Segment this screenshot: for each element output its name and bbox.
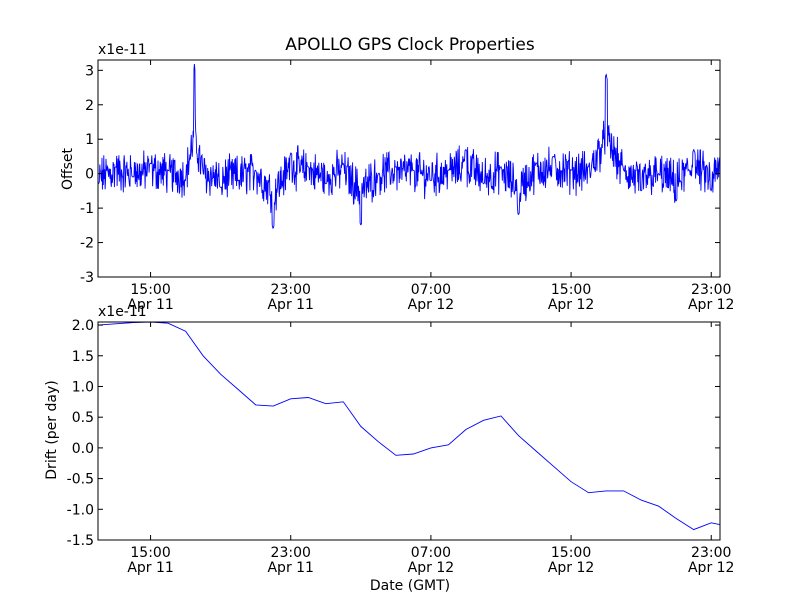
drift-x-tick-label-date: Apr 12 [408,560,454,576]
offset-y-tick-label: 3 [85,63,94,79]
drift-x-tick-label-time: 15:00 [551,545,591,561]
offset-y-tick-label: 1 [85,132,94,148]
offset-x-tick-label-date: Apr 11 [267,297,313,313]
offset-series-line [98,63,720,230]
offset-y-tick-label: -3 [80,270,94,286]
offset-y-tick-label: 0 [85,167,94,183]
drift-axes-frame [97,321,721,541]
drift-y-axis-label: Drift (per day) [44,380,60,479]
drift-x-tick-label-time: 15:00 [130,545,170,561]
offset-y-multiplier: x1e-11 [98,42,147,58]
offset-x-tick-label-time: 15:00 [130,282,170,298]
drift-x-tick-label-time: 23:00 [271,545,311,561]
drift-x-axis-label: Date (GMT) [370,578,450,594]
offset-axes-frame [97,59,721,278]
drift-y-tick-label: 0.5 [72,410,94,426]
drift-x-tick-label-date: Apr 12 [688,560,734,576]
offset-x-tick-label-date: Apr 12 [408,297,454,313]
drift-x-tick-label-date: Apr 11 [127,560,173,576]
drift-series-line [98,322,720,531]
drift-x-tick-label-time: 07:00 [411,545,451,561]
drift-y-multiplier: x1e-11 [98,304,147,320]
offset-y-tick-label: -1 [80,201,94,217]
drift-x-tick-label-date: Apr 11 [267,560,313,576]
drift-y-tick-label: 0.0 [72,441,94,457]
offset-x-tick-label-time: 23:00 [271,282,311,298]
drift-y-tick-label: 1.5 [72,349,94,365]
offset-x-tick-label-time: 15:00 [551,282,591,298]
offset-x-tick-label-time: 23:00 [691,282,731,298]
chart-title: APOLLO GPS Clock Properties [285,35,535,55]
offset-x-tick-label-time: 07:00 [411,282,451,298]
offset-x-tick-label-date: Apr 12 [688,297,734,313]
drift-x-tick-label-time: 23:00 [691,545,731,561]
offset-y-axis-label: Offset [60,147,76,190]
offset-x-tick-label-date: Apr 12 [548,297,594,313]
offset-x-tick-label-date: Apr 11 [127,297,173,313]
drift-y-tick-label: -0.5 [67,472,94,488]
drift-y-tick-label: -1.5 [67,533,94,549]
offset-y-tick-label: -2 [80,236,94,252]
drift-y-tick-label: 1.0 [72,379,94,395]
drift-x-tick-label-date: Apr 12 [548,560,594,576]
drift-y-tick-label: -1.0 [67,502,94,518]
offset-y-tick-label: 2 [85,98,94,114]
drift-y-tick-label: 2.0 [72,318,94,334]
